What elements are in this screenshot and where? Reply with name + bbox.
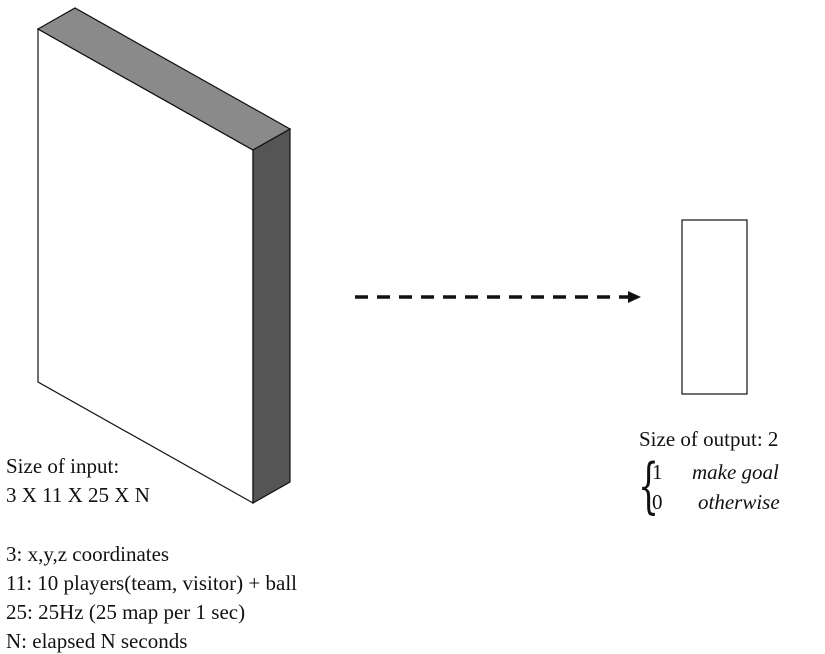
input-size-value: 3 X 11 X 25 X N <box>6 483 150 507</box>
left-brace-icon: { <box>638 451 660 521</box>
case-value: 0 <box>652 490 663 514</box>
input-block-side-face <box>252 127 291 505</box>
input-tensor-block <box>36 7 292 505</box>
dimension-line-coordinates: 3: x,y,z coordinates <box>6 542 170 566</box>
output-size-label: Size of output: 2 <box>639 427 779 451</box>
case-condition: make goal <box>692 460 779 484</box>
dimension-line-seconds: N: elapsed N seconds <box>6 629 188 653</box>
case-condition: otherwise <box>698 490 780 514</box>
mapping-arrow <box>355 291 641 303</box>
input-size-label: Size of input: 3 X 11 X 25 X N <box>6 452 150 510</box>
output-case-definition: { 1 make goal 0 otherwise <box>638 456 818 518</box>
case-value: 1 <box>652 460 663 484</box>
input-size-title: Size of input: <box>6 454 120 478</box>
arrow-head-icon <box>628 291 641 303</box>
output-case-row: 1 make goal <box>652 458 779 486</box>
dimension-legend: 3: x,y,z coordinates 11: 10 players(team… <box>6 540 297 654</box>
output-case-row: 0 otherwise <box>652 488 780 516</box>
dimension-line-players: 11: 10 players(team, visitor) + ball <box>6 571 297 595</box>
dimension-line-frequency: 25: 25Hz (25 map per 1 sec) <box>6 600 246 624</box>
output-vector-box <box>681 219 748 395</box>
